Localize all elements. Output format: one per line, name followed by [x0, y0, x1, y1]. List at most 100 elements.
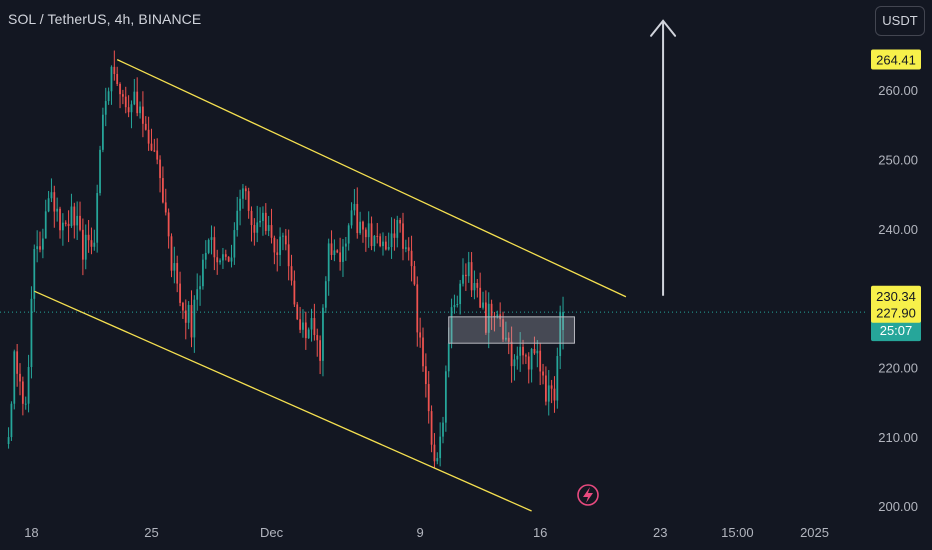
y-tick-label: 240.00	[878, 222, 918, 237]
candle-body	[510, 341, 513, 367]
candle-body	[536, 350, 539, 354]
candle-body	[81, 229, 84, 260]
target-arrow-head[interactable]	[650, 19, 677, 37]
candle-body	[384, 241, 387, 250]
y-tick-label: 250.00	[878, 152, 918, 167]
candle-body	[464, 274, 467, 277]
candle-body	[144, 123, 147, 130]
candle-body	[50, 192, 53, 199]
candle-body	[350, 210, 353, 226]
support-zone[interactable]	[448, 316, 575, 344]
candle-body	[476, 282, 479, 288]
candle-body	[150, 143, 153, 151]
candle-body	[76, 215, 79, 226]
candle-body	[239, 198, 241, 211]
symbol-title: SOL / TetherUS, 4h, BINANCE	[8, 11, 202, 27]
candle-body	[362, 221, 364, 230]
candle-body	[290, 266, 293, 281]
candle-body	[276, 252, 279, 255]
candle-body	[473, 282, 476, 291]
candle-body	[304, 322, 307, 339]
annotations-layer	[0, 19, 866, 512]
candle-body	[139, 106, 141, 114]
candle-body	[176, 263, 179, 284]
candle-body	[67, 223, 70, 226]
candle-body	[30, 298, 33, 368]
candle-body	[502, 319, 504, 340]
candle-body	[459, 283, 462, 304]
candle-body	[127, 107, 130, 113]
candle-body	[136, 91, 139, 114]
candle-body	[224, 254, 227, 257]
price-label-tag	[871, 285, 921, 306]
alert-button[interactable]	[577, 484, 599, 506]
candle-body	[299, 319, 301, 330]
candle-body	[273, 237, 276, 253]
candle-body	[164, 202, 167, 213]
candle-body	[47, 198, 50, 212]
candle-body	[130, 104, 133, 113]
candle-body	[319, 340, 321, 361]
candle-body	[184, 310, 187, 323]
candle-body	[156, 150, 159, 160]
candle-body	[430, 411, 433, 445]
x-tick-label: 16	[533, 525, 547, 540]
candle-body	[404, 247, 407, 249]
candle-body	[64, 222, 67, 224]
candle-body	[444, 371, 447, 423]
candle-body	[250, 210, 253, 226]
candle-body	[70, 206, 73, 226]
candle-body	[153, 150, 156, 152]
candle-body	[396, 220, 399, 238]
candle-body	[393, 233, 396, 238]
candle-body	[504, 337, 507, 340]
candle-body	[307, 329, 310, 339]
candle-body	[364, 229, 367, 238]
candle-body	[36, 246, 39, 250]
candle-body	[490, 303, 493, 316]
candle-body	[233, 230, 236, 258]
candle-body	[227, 256, 230, 262]
lightning-bolt-icon[interactable]	[577, 484, 599, 506]
candle-body	[447, 343, 450, 372]
candle-body	[373, 235, 376, 247]
candle-body	[179, 283, 181, 303]
candle-body	[33, 249, 36, 299]
candle-body	[562, 312, 564, 331]
candle-body	[493, 315, 496, 317]
candle-body	[44, 211, 47, 239]
candle-body	[462, 274, 464, 284]
price-label-tag	[871, 302, 921, 323]
candle-body	[90, 240, 93, 247]
candle-body	[456, 303, 459, 306]
candle-body	[59, 208, 61, 231]
candle-body	[424, 366, 427, 385]
candle-body	[387, 247, 390, 250]
candle-body	[479, 287, 482, 308]
price-label-value: 227.90	[876, 306, 916, 321]
candle-body	[267, 225, 270, 231]
candle-body	[99, 149, 101, 194]
candle-body	[16, 351, 19, 374]
candle-body	[496, 314, 499, 317]
candle-body	[322, 307, 324, 361]
candle-body	[73, 206, 76, 226]
y-tick-label: 210.00	[878, 430, 918, 445]
lightning-bolt-glyph	[583, 487, 593, 503]
candle-body	[293, 280, 296, 305]
candle-body	[453, 305, 456, 308]
lower-trendline[interactable]	[34, 290, 532, 512]
candle-body	[367, 223, 370, 238]
candle-body	[416, 284, 419, 333]
candle-body	[147, 129, 150, 144]
candle-body	[187, 304, 190, 323]
candle-body	[170, 236, 173, 271]
candle-body	[539, 350, 542, 372]
time-axis[interactable]: 18 25 Dec 9 16 23 15:00 2025	[24, 525, 829, 540]
currency-button[interactable]: USDT	[875, 6, 925, 36]
x-tick-label: 15:00	[721, 525, 754, 540]
upper-trendline[interactable]	[116, 59, 627, 298]
candle-body	[302, 322, 304, 330]
candle-body	[422, 337, 424, 367]
